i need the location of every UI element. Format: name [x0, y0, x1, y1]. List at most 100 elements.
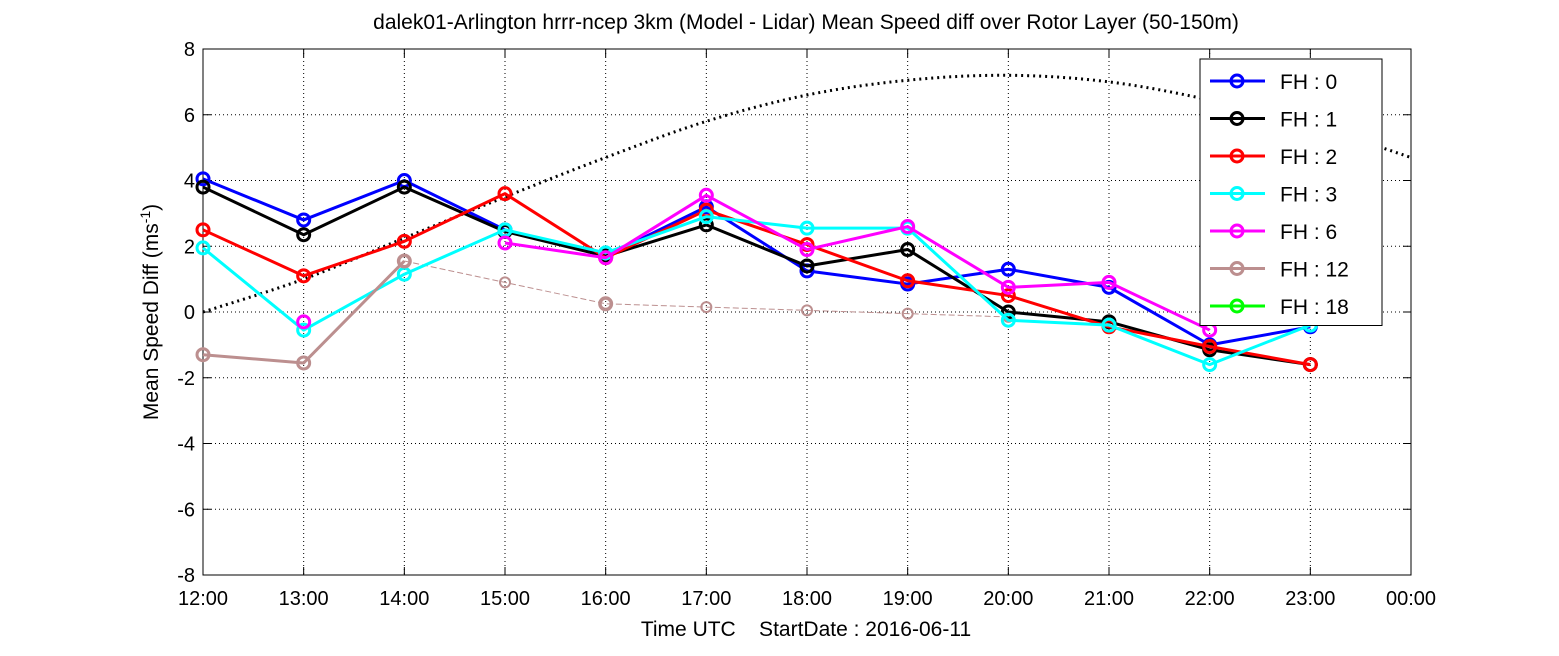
- series-marker: [396, 253, 412, 269]
- series-marker: [497, 235, 513, 251]
- legend-label: FH : 2: [1280, 146, 1337, 169]
- y-axis-label-close: ): [140, 204, 163, 211]
- series-marker: [296, 268, 312, 284]
- series-4: [296, 187, 1218, 338]
- series-line: [202, 185, 1311, 367]
- legend-swatch-marker: [1229, 111, 1245, 126]
- y-tick-label: -8: [177, 565, 195, 587]
- x-tick-label: 22:00: [1185, 588, 1235, 610]
- dashed-series-marker: [901, 307, 914, 320]
- x-tick-label: 18:00: [782, 588, 832, 610]
- series-marker: [296, 322, 312, 338]
- legend-swatch-marker: [1229, 186, 1245, 201]
- series-marker: [1000, 304, 1016, 320]
- legend-label: FH : 12: [1280, 259, 1349, 282]
- dashed-series-marker: [801, 304, 813, 317]
- y-axis: -8 -6 -4 -2 0 2 4 6 8: [177, 39, 1411, 587]
- series-2: [195, 186, 1318, 373]
- series-marker: [900, 273, 916, 289]
- series-marker: [799, 220, 815, 236]
- x-tick-label: 20:00: [983, 588, 1033, 610]
- x-tick-label: 19:00: [883, 588, 933, 610]
- legend-swatch-marker: [1229, 148, 1245, 164]
- x-tick-label: 17:00: [681, 588, 731, 610]
- series-marker: [698, 217, 714, 233]
- dashed-series-marker: [700, 301, 713, 314]
- x-tick-label: 15:00: [480, 588, 530, 610]
- series-marker: [296, 212, 312, 228]
- dashed-series-line: [404, 260, 1009, 318]
- x-tick-label: 23:00: [1285, 588, 1335, 610]
- legend-swatch-marker: [1229, 223, 1245, 239]
- dashed-series-marker: [499, 276, 511, 289]
- series-line: [202, 192, 1311, 367]
- x-axis: 12:00 13:00 14:00 15:00 16:00 17:00 18:00 19:00…: [178, 49, 1436, 610]
- y-tick-label: 4: [184, 171, 195, 193]
- legend: FH : 0 FH : 1 FH : 2 FH : 3 FH : 6 FH : 12 FH …: [1199, 58, 1383, 326]
- series-marker: [1000, 312, 1016, 328]
- legend-label: FH : 18: [1280, 296, 1349, 319]
- series-marker: [1302, 357, 1318, 373]
- series-marker: [195, 171, 211, 187]
- x-tick-label: 00:00: [1386, 588, 1436, 610]
- chart-title: dalek01-Arlington hrrr-ncep 3km (Model -…: [373, 11, 1239, 34]
- x-tick-label: 21:00: [1084, 588, 1134, 610]
- series-marker: [698, 209, 714, 225]
- series-marker: [195, 222, 211, 238]
- series-marker: [195, 240, 211, 256]
- series-marker: [598, 296, 614, 312]
- legend-swatch-marker: [1229, 73, 1245, 89]
- y-tick-label: 6: [184, 105, 195, 127]
- series-marker: [1000, 261, 1016, 277]
- y-tick-label: 0: [184, 302, 195, 324]
- y-axis-label-main: Mean Speed Diff (ms: [140, 223, 163, 420]
- series-line: [504, 193, 1211, 332]
- series-marker: [598, 250, 614, 266]
- legend-swatch-marker: [1229, 261, 1245, 276]
- series-marker: [1202, 357, 1218, 373]
- y-tick-label: -6: [177, 499, 195, 521]
- x-axis-label: Time UTC StartDate : 2016-06-11: [641, 618, 971, 641]
- series-marker: [1000, 279, 1016, 295]
- reference-curve: [202, 73, 1412, 314]
- y-axis-label: Mean Speed Diff (ms-1): [137, 204, 163, 420]
- series-0: [195, 171, 1318, 353]
- reference-curve-line: [202, 73, 1412, 314]
- y-axis-label-sup: -1: [137, 211, 153, 224]
- series-marker: [497, 186, 513, 202]
- series-marker: [1101, 317, 1117, 333]
- y-tick-label: -2: [177, 368, 195, 390]
- series-marker: [1000, 288, 1016, 304]
- series-marker: [799, 258, 815, 274]
- y-tick-label: 2: [184, 236, 195, 258]
- y-tick-label: -4: [177, 434, 195, 456]
- series-marker: [296, 314, 312, 330]
- series-marker: [396, 179, 412, 195]
- series-marker: [195, 347, 211, 363]
- series-5: [195, 253, 614, 371]
- legend-label: FH : 1: [1280, 109, 1337, 132]
- x-tick-label: 12:00: [178, 588, 228, 610]
- x-tick-label: 16:00: [581, 588, 631, 610]
- y-tick-label: 8: [184, 39, 195, 61]
- x-tick-label: 14:00: [379, 588, 429, 610]
- series-marker: [900, 242, 916, 258]
- series-marker: [799, 242, 815, 258]
- series-group: [195, 171, 1318, 373]
- x-tick-label: 13:00: [279, 588, 329, 610]
- series-marker: [698, 187, 714, 203]
- series-marker: [296, 355, 312, 371]
- series-marker: [296, 227, 312, 243]
- legend-label: FH : 3: [1280, 184, 1337, 207]
- series-line: [202, 259, 406, 365]
- series-line: [202, 177, 1311, 347]
- series-3: [195, 209, 1318, 373]
- series-marker: [195, 179, 211, 195]
- series-marker: [900, 219, 916, 235]
- series-marker: [1101, 274, 1117, 290]
- legend-swatch-marker: [1229, 298, 1245, 314]
- legend-label: FH : 6: [1280, 221, 1337, 244]
- legend-label: FH : 0: [1280, 71, 1337, 94]
- series-marker: [1202, 339, 1218, 355]
